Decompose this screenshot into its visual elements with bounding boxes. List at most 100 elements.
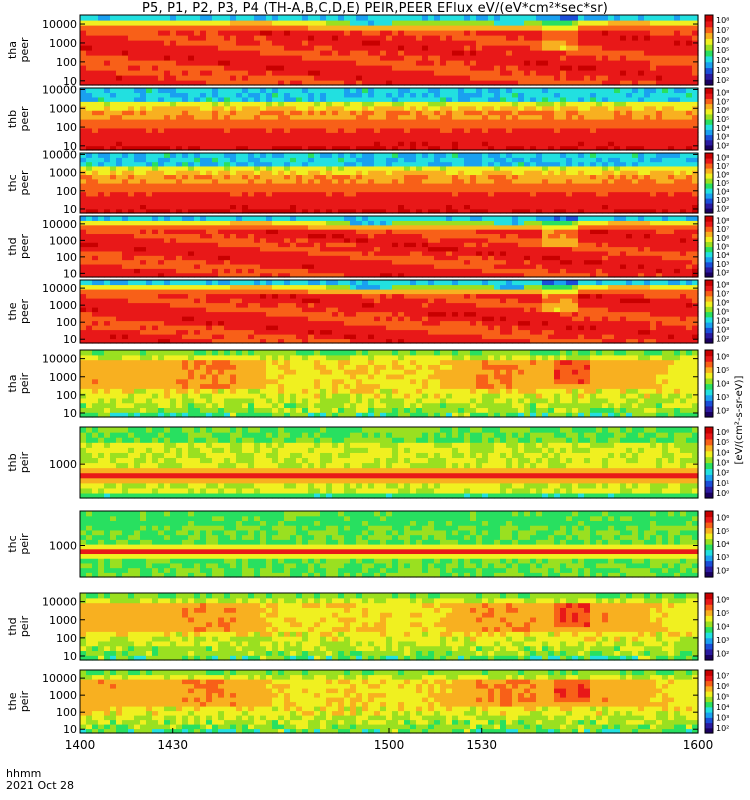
heatmap-cell xyxy=(98,40,105,46)
heatmap-cell xyxy=(224,136,231,142)
heatmap-cell xyxy=(548,45,555,51)
heatmap-cell xyxy=(230,70,237,76)
heatmap-cell xyxy=(314,204,321,210)
heatmap-cell xyxy=(104,45,111,51)
heatmap-cell xyxy=(104,145,111,151)
heatmap-cell xyxy=(290,145,297,151)
heatmap-cell xyxy=(494,15,501,21)
heatmap-cell xyxy=(116,157,123,163)
heatmap-cell xyxy=(572,88,579,94)
heatmap-cell xyxy=(254,75,261,81)
heatmap-cell xyxy=(308,132,315,138)
heatmap-cell xyxy=(686,25,693,31)
heatmap-cell xyxy=(494,204,501,210)
heatmap-cell xyxy=(134,208,141,214)
heatmap-cell xyxy=(248,141,255,147)
heatmap-cell xyxy=(566,136,573,142)
heatmap-cell xyxy=(452,200,459,206)
heatmap-cell xyxy=(560,55,567,61)
heatmap-cell xyxy=(128,80,135,86)
heatmap-cell xyxy=(218,242,225,248)
heatmap-cell xyxy=(650,141,657,147)
heatmap-cell xyxy=(488,30,495,36)
heatmap-cell xyxy=(464,178,471,184)
heatmap-cell xyxy=(218,200,225,206)
heatmap-cell xyxy=(482,195,489,201)
heatmap-cell xyxy=(446,50,453,56)
heatmap-cell xyxy=(134,259,141,265)
heatmap-cell xyxy=(248,70,255,76)
heatmap-cell xyxy=(500,88,507,94)
heatmap-cell xyxy=(338,187,345,193)
heatmap-cell xyxy=(686,60,693,66)
heatmap-cell xyxy=(134,65,141,71)
heatmap-cell xyxy=(350,178,357,184)
heatmap-cell xyxy=(440,153,447,158)
heatmap-cell xyxy=(524,40,531,46)
heatmap-cell xyxy=(86,96,93,102)
heatmap-cell xyxy=(578,161,585,167)
heatmap-cell xyxy=(248,161,255,167)
heatmap-cell xyxy=(212,255,219,261)
heatmap-cell xyxy=(128,195,135,201)
heatmap-cell xyxy=(578,25,585,31)
heatmap-cell xyxy=(530,20,537,26)
heatmap-cell xyxy=(182,220,189,226)
heatmap-cell xyxy=(242,204,249,210)
heatmap-cell xyxy=(158,15,165,21)
heatmap-cell xyxy=(548,187,555,193)
heatmap-cell xyxy=(590,191,597,197)
heatmap-cell xyxy=(668,60,675,66)
heatmap-cell xyxy=(482,200,489,206)
heatmap-cell xyxy=(422,105,429,111)
heatmap-cell xyxy=(134,145,141,151)
heatmap-cell xyxy=(362,92,369,98)
heatmap-cell xyxy=(146,65,153,71)
heatmap-cell xyxy=(236,127,243,133)
heatmap-cell xyxy=(158,65,165,71)
heatmap-cell xyxy=(548,123,555,129)
heatmap-cell xyxy=(266,132,273,138)
heatmap-cell xyxy=(464,195,471,201)
heatmap-cell xyxy=(584,136,591,142)
heatmap-cell xyxy=(242,123,249,129)
heatmap-cell xyxy=(182,216,189,221)
heatmap-cell xyxy=(482,123,489,129)
heatmap-cell xyxy=(554,25,561,31)
heatmap-cell xyxy=(446,70,453,76)
heatmap-cell xyxy=(116,161,123,167)
heatmap-cell xyxy=(230,233,237,239)
heatmap-cell xyxy=(290,75,297,81)
heatmap-cell xyxy=(416,187,423,193)
heatmap-cell xyxy=(170,178,177,184)
heatmap-cell xyxy=(686,92,693,98)
heatmap-cell xyxy=(110,96,117,102)
heatmap-cell xyxy=(176,153,183,158)
heatmap-cell xyxy=(188,216,195,221)
heatmap-cell xyxy=(590,92,597,98)
heatmap-cell xyxy=(554,50,561,56)
heatmap-cell xyxy=(248,35,255,41)
heatmap-cell xyxy=(92,55,99,61)
heatmap-cell xyxy=(404,15,411,21)
heatmap-cell xyxy=(218,208,225,214)
heatmap-cell xyxy=(164,141,171,147)
heatmap-cell xyxy=(458,191,465,197)
heatmap-cell xyxy=(284,30,291,36)
heatmap-cell xyxy=(638,30,645,36)
heatmap-cell xyxy=(596,153,603,158)
heatmap-cell xyxy=(542,105,549,111)
heatmap-cell xyxy=(128,75,135,81)
heatmap-cell xyxy=(164,25,171,31)
heatmap-cell xyxy=(170,132,177,138)
heatmap-cell xyxy=(482,105,489,111)
heatmap-cell xyxy=(278,161,285,167)
heatmap-cell xyxy=(374,88,381,94)
heatmap-cell xyxy=(542,119,549,125)
heatmap-cell xyxy=(212,70,219,76)
heatmap-cell xyxy=(590,145,597,151)
heatmap-cell xyxy=(392,174,399,180)
heatmap-cell xyxy=(266,119,273,125)
heatmap-cell xyxy=(80,141,87,147)
heatmap-cell xyxy=(134,92,141,98)
